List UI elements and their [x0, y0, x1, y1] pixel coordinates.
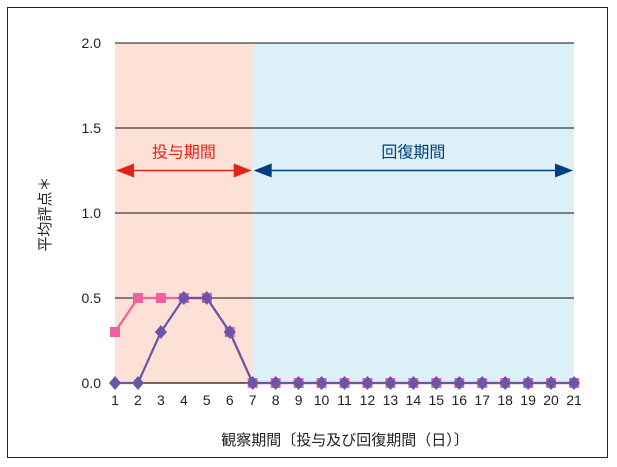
x-tick-label: 8	[272, 392, 280, 408]
period-label: 回復期間	[381, 143, 445, 162]
x-tick-label: 1	[111, 392, 119, 408]
x-tick-label: 21	[566, 392, 582, 408]
data-point	[522, 376, 535, 390]
x-tick-label: 7	[249, 392, 257, 408]
data-point	[200, 291, 213, 305]
x-tick-label: 12	[360, 392, 376, 408]
x-tick-label: 5	[203, 392, 211, 408]
data-point	[269, 376, 282, 390]
data-point	[430, 376, 443, 390]
x-tick-label: 3	[157, 392, 165, 408]
y-tick-label: 1.0	[82, 205, 102, 221]
data-point	[361, 376, 374, 390]
data-point	[131, 376, 144, 390]
period-arrow-dosing: 投与期間	[116, 143, 252, 178]
x-tick-label: 11	[337, 392, 352, 408]
data-point	[109, 376, 121, 390]
period-arrows: 投与期間 回復期間	[116, 143, 573, 178]
y-tick-label: 1.5	[82, 120, 102, 136]
x-tick-label: 18	[497, 392, 513, 408]
y-tick-label: 0.5	[82, 290, 102, 306]
y-tick-label: 0.0	[82, 375, 102, 391]
data-point	[499, 376, 512, 390]
data-point	[110, 327, 120, 337]
x-tick-label: 15	[429, 392, 445, 408]
x-tick-label: 20	[543, 392, 559, 408]
x-tick-label: 16	[451, 392, 467, 408]
x-tick-label: 14	[406, 392, 422, 408]
y-axis-title: 平均評点＊	[36, 176, 54, 251]
data-point	[315, 376, 328, 390]
series-layer	[109, 291, 580, 390]
x-tick-label: 13	[383, 392, 399, 408]
data-point	[132, 293, 143, 303]
x-tick-label: 19	[520, 392, 536, 408]
data-point	[338, 376, 351, 390]
y-tick-label: 2.0	[82, 35, 102, 51]
series-2	[109, 291, 580, 390]
data-point	[154, 325, 167, 339]
x-tick-label: 9	[295, 392, 303, 408]
data-point	[177, 291, 190, 305]
x-tick-label: 2	[134, 392, 142, 408]
data-point	[246, 376, 259, 390]
x-tick-label: 6	[226, 392, 234, 408]
data-point	[453, 376, 466, 390]
arrow-head-left	[116, 163, 134, 178]
x-tick-label: 17	[474, 392, 490, 408]
data-point	[545, 376, 558, 390]
arrow-head-left	[253, 163, 272, 178]
x-axis-ticks: 1 2 3 4 5 6 7 8 9 10 11 12 13 14 15 16 17 18 19 20 21	[111, 392, 582, 408]
data-point	[155, 293, 166, 303]
data-point	[476, 376, 489, 390]
data-point	[292, 376, 305, 390]
period-label: 投与期間	[152, 143, 216, 162]
x-tick-label: 10	[314, 392, 330, 408]
x-axis-title: 観察期間〔投与及び回復期間（日）〕	[221, 431, 469, 449]
data-point	[223, 325, 236, 339]
period-arrow-recovery: 回復期間	[253, 143, 573, 178]
data-point	[568, 376, 580, 390]
x-tick-label: 4	[180, 392, 188, 408]
data-point	[407, 376, 420, 390]
arrow-head-right	[233, 163, 252, 178]
arrow-head-right	[555, 163, 573, 178]
data-point	[384, 376, 397, 390]
y-axis-ticks: 0.0 0.5 1.0 1.5 2.0	[82, 35, 102, 391]
